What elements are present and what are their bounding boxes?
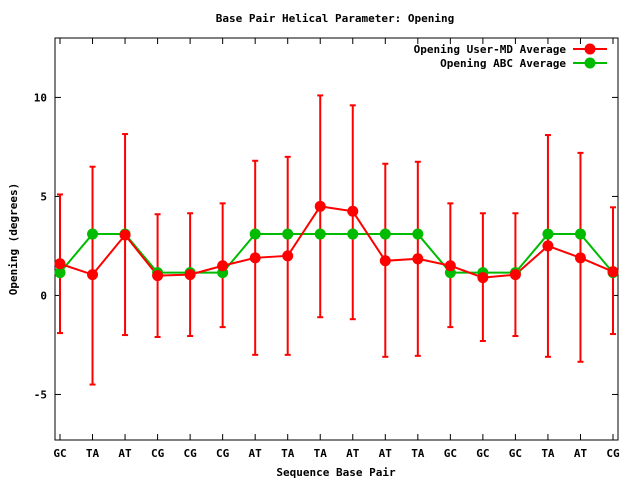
x-tick-label: AT bbox=[346, 447, 360, 460]
legend-marker bbox=[584, 57, 596, 69]
x-tick-label: TA bbox=[86, 447, 100, 460]
x-tick-label: GC bbox=[476, 447, 489, 460]
x-tick-label: TA bbox=[541, 447, 555, 460]
x-tick-label: GC bbox=[444, 447, 457, 460]
data-point bbox=[217, 260, 229, 272]
data-point bbox=[347, 228, 359, 240]
y-tick-label: 10 bbox=[34, 91, 47, 104]
data-point bbox=[54, 267, 66, 279]
data-point bbox=[347, 205, 359, 217]
data-point bbox=[509, 269, 521, 281]
data-point bbox=[412, 253, 424, 265]
data-point bbox=[379, 228, 391, 240]
legend-label: Opening ABC Average bbox=[440, 57, 566, 70]
data-point bbox=[54, 258, 66, 270]
series-points bbox=[54, 200, 619, 284]
data-point bbox=[444, 260, 456, 272]
plot-frame bbox=[54, 37, 619, 441]
data-point bbox=[282, 228, 294, 240]
x-tick-label: TA bbox=[314, 447, 328, 460]
data-point bbox=[607, 266, 619, 278]
x-tick-label: AT bbox=[118, 447, 132, 460]
data-point bbox=[119, 229, 131, 241]
series-line bbox=[59, 205, 614, 279]
x-tick-label: TA bbox=[281, 447, 295, 460]
data-point bbox=[249, 228, 261, 240]
y-tick-label: -5 bbox=[34, 388, 47, 401]
axis-ticks: -5 0 5 10 GC TA AT CG CG CG AT TA TA AT AT TA GC GC GC TA AT… bbox=[34, 38, 620, 460]
data-point bbox=[314, 200, 326, 212]
data-point bbox=[282, 250, 294, 262]
x-tick-label: GC bbox=[53, 447, 66, 460]
y-tick-label: 0 bbox=[40, 289, 47, 302]
data-point bbox=[574, 228, 586, 240]
data-point bbox=[412, 228, 424, 240]
data-point bbox=[184, 269, 196, 281]
data-point bbox=[379, 255, 391, 267]
legend-label: Opening User-MD Average bbox=[414, 43, 567, 56]
series-line bbox=[59, 233, 614, 274]
data-point bbox=[574, 252, 586, 264]
x-tick-label: CG bbox=[606, 447, 620, 460]
x-tick-label: AT bbox=[574, 447, 588, 460]
data-point bbox=[477, 272, 489, 284]
series-lines bbox=[59, 205, 614, 279]
data-point bbox=[87, 269, 99, 281]
x-tick-label: GC bbox=[509, 447, 522, 460]
x-tick-label: TA bbox=[411, 447, 425, 460]
x-tick-label: AT bbox=[379, 447, 393, 460]
data-point bbox=[542, 240, 554, 252]
x-axis-label: Sequence Base Pair bbox=[276, 466, 396, 479]
legend-marker bbox=[584, 43, 596, 55]
data-point bbox=[314, 228, 326, 240]
x-tick-label: CG bbox=[183, 447, 197, 460]
y-tick-label: 5 bbox=[40, 190, 47, 203]
chart-title: Base Pair Helical Parameter: Opening bbox=[216, 12, 454, 25]
y-axis-label: Opening (degrees) bbox=[7, 183, 20, 296]
error-bars bbox=[57, 94, 616, 386]
x-tick-label: CG bbox=[151, 447, 165, 460]
data-point bbox=[542, 228, 554, 240]
data-point bbox=[87, 228, 99, 240]
x-tick-label: CG bbox=[216, 447, 230, 460]
data-point bbox=[152, 270, 164, 282]
data-point bbox=[249, 252, 261, 264]
x-tick-label: AT bbox=[249, 447, 263, 460]
